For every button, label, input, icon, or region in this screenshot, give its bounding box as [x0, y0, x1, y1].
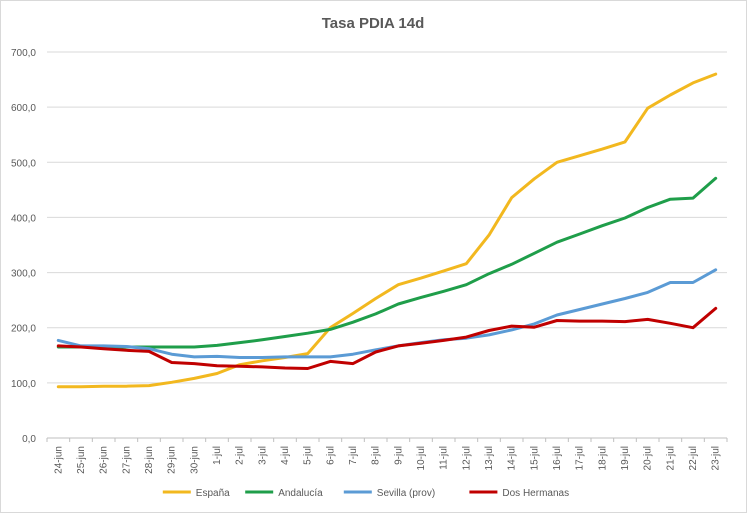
y-tick-label: 400,0 — [11, 213, 36, 224]
x-tick-label: 3-jul — [257, 446, 268, 465]
x-tick-label: 27-jun — [121, 446, 132, 474]
y-tick-label: 300,0 — [11, 269, 36, 280]
legend-label: Dos Hermanas — [502, 488, 569, 499]
x-tick-label: 23-jul — [711, 446, 722, 470]
legend-label: España — [196, 488, 230, 499]
y-tick-label: 200,0 — [11, 324, 36, 335]
x-tick-label: 21-jul — [665, 446, 676, 470]
y-tick-label: 500,0 — [11, 158, 36, 169]
x-tick-label: 12-jul — [461, 446, 472, 470]
x-tick-label: 20-jul — [643, 446, 654, 470]
gridlines — [47, 51, 727, 439]
x-tick-label: 15-jul — [529, 446, 540, 470]
series-line-dos-hermanas — [56, 306, 718, 370]
x-tick-label: 26-jun — [99, 446, 110, 474]
x-tick-label: 7-jul — [348, 446, 359, 465]
x-tick-label: 4-jul — [280, 446, 291, 465]
x-tick-label: 10-jul — [416, 446, 427, 470]
x-axis-ticks: 24-jun 25-jun 26-jun 27-jun 28-jun 29-jun 30-j… — [46, 438, 728, 474]
x-tick-label: 14-jul — [507, 446, 518, 470]
x-tick-label: 30-jun — [189, 446, 200, 474]
x-tick-label: 18-jul — [597, 446, 608, 470]
x-tick-label: 2-jul — [235, 446, 246, 465]
x-tick-label: 22-jul — [688, 446, 699, 470]
x-tick-label: 17-jul — [575, 446, 586, 470]
x-tick-label: 9-jul — [393, 446, 404, 465]
y-tick-label: 100,0 — [11, 379, 36, 390]
chart-title: Tasa PDIA 14d — [322, 15, 425, 32]
x-tick-label: 6-jul — [325, 446, 336, 465]
x-tick-label: 19-jul — [620, 446, 631, 470]
y-axis-ticks: 0,0 100,0 200,0 300,0 400,0 500,0 600,0 700,0 — [11, 48, 36, 445]
legend-label: Andalucía — [278, 488, 323, 499]
y-tick-label: 600,0 — [11, 103, 36, 114]
x-tick-label: 28-jun — [144, 446, 155, 474]
x-tick-label: 29-jun — [167, 446, 178, 474]
x-tick-label: 25-jun — [76, 446, 87, 474]
legend-label: Sevilla (prov) — [377, 488, 435, 499]
legend: España Andalucía Sevilla (prov) Dos Hermana… — [162, 488, 569, 499]
x-tick-label: 8-jul — [371, 446, 382, 465]
x-tick-label: 24-jun — [53, 446, 64, 474]
x-tick-label: 13-jul — [484, 446, 495, 470]
x-tick-label: 16-jul — [552, 446, 563, 470]
series-lines — [56, 72, 718, 389]
series-line-sevilla-prov — [56, 268, 718, 359]
series-line-andaluc-a — [56, 176, 718, 349]
series-line-espa-a — [56, 72, 718, 389]
x-tick-label: 5-jul — [303, 446, 314, 465]
x-tick-label: 1-jul — [212, 446, 223, 465]
x-tick-label: 11-jul — [439, 446, 450, 470]
y-tick-label: 0,0 — [22, 434, 36, 445]
y-tick-label: 700,0 — [11, 48, 36, 59]
